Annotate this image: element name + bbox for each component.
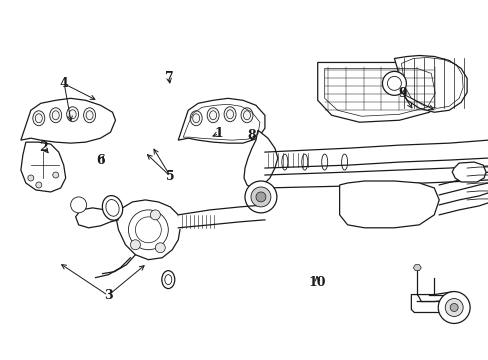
Circle shape — [155, 243, 165, 253]
Text: 4: 4 — [60, 77, 68, 90]
Polygon shape — [451, 162, 485, 182]
Polygon shape — [339, 181, 438, 228]
Polygon shape — [178, 98, 264, 143]
Polygon shape — [317, 62, 443, 122]
Circle shape — [255, 192, 265, 202]
Text: 5: 5 — [166, 170, 174, 183]
Polygon shape — [21, 142, 65, 192]
Text: 3: 3 — [103, 289, 112, 302]
Ellipse shape — [102, 195, 122, 220]
Text: 9: 9 — [398, 87, 407, 100]
Text: 1: 1 — [214, 127, 223, 140]
Circle shape — [130, 240, 140, 250]
Polygon shape — [412, 265, 421, 271]
Circle shape — [449, 303, 457, 311]
Ellipse shape — [207, 108, 219, 123]
Polygon shape — [21, 98, 115, 143]
Text: 10: 10 — [308, 276, 325, 289]
Circle shape — [437, 292, 469, 323]
Ellipse shape — [162, 271, 174, 289]
Circle shape — [71, 197, 86, 213]
Text: 2: 2 — [40, 141, 48, 154]
Polygon shape — [410, 294, 443, 312]
Ellipse shape — [33, 111, 45, 126]
Polygon shape — [244, 130, 277, 188]
Ellipse shape — [50, 108, 61, 123]
Polygon shape — [115, 200, 180, 260]
Circle shape — [36, 182, 41, 188]
Ellipse shape — [224, 107, 236, 122]
Text: 6: 6 — [96, 154, 105, 167]
Text: 8: 8 — [247, 129, 256, 142]
Ellipse shape — [241, 108, 252, 123]
Text: 7: 7 — [164, 71, 173, 84]
Polygon shape — [394, 55, 466, 112]
Ellipse shape — [190, 111, 202, 126]
Circle shape — [150, 210, 160, 220]
Ellipse shape — [66, 107, 79, 122]
Circle shape — [444, 298, 462, 316]
Circle shape — [382, 71, 406, 95]
Circle shape — [53, 172, 59, 178]
Circle shape — [250, 187, 270, 207]
Ellipse shape — [83, 108, 95, 123]
Circle shape — [28, 175, 34, 181]
Polygon shape — [76, 208, 118, 228]
Circle shape — [244, 181, 276, 213]
